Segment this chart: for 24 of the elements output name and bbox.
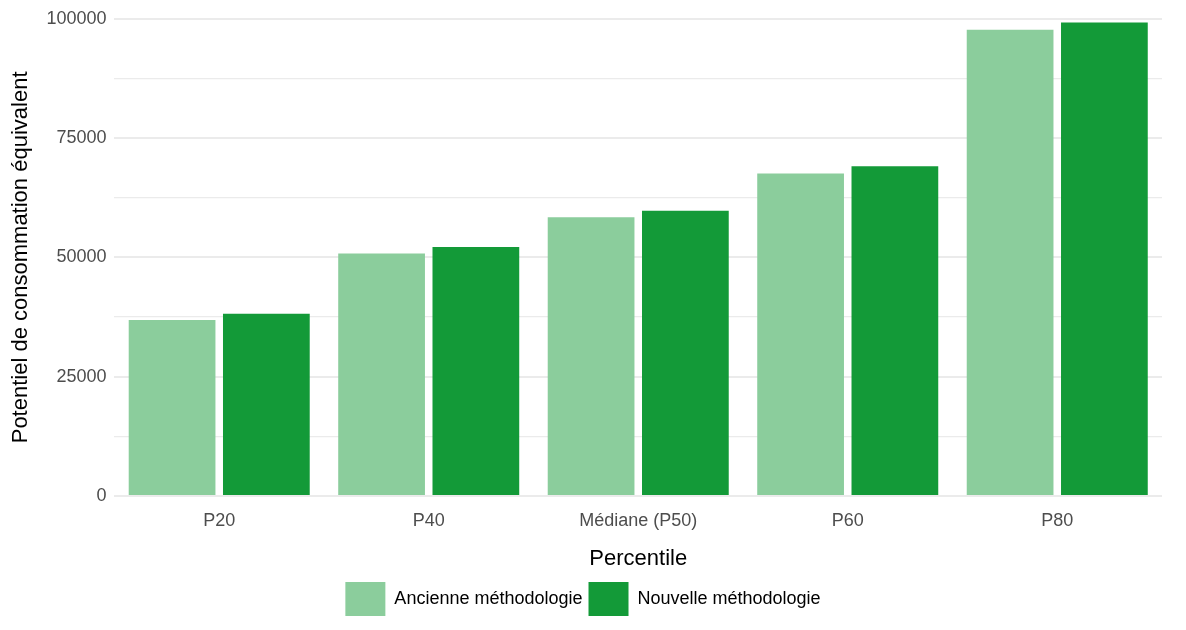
- bar: [757, 173, 844, 495]
- bar: [1061, 22, 1148, 495]
- x-tick-label: P60: [831, 509, 864, 530]
- y-tick-label: 25000: [56, 365, 107, 386]
- bar: [338, 253, 425, 495]
- y-tick-label: 50000: [56, 246, 107, 267]
- bar: [966, 29, 1054, 495]
- y-tick-label: 0: [96, 484, 107, 505]
- y-axis-title: Potentiel de consommation équivalent: [7, 71, 33, 444]
- y-tick-label: 75000: [56, 127, 107, 148]
- x-tick-label: P20: [203, 509, 236, 530]
- bar: [642, 210, 729, 495]
- x-axis-title: Percentile: [589, 544, 688, 570]
- legend-label: Nouvelle méthodologie: [637, 587, 821, 608]
- bar: [128, 319, 216, 495]
- bar: [222, 313, 310, 495]
- x-tick-label: P80: [1041, 509, 1074, 530]
- bar: [547, 217, 635, 495]
- x-tick-label: Médiane (P50): [579, 509, 698, 530]
- bar: [432, 246, 520, 495]
- legend-label: Ancienne méthodologie: [394, 587, 583, 608]
- y-tick-label: 100000: [46, 7, 107, 28]
- x-tick-label: P40: [412, 509, 445, 530]
- bar: [851, 166, 939, 495]
